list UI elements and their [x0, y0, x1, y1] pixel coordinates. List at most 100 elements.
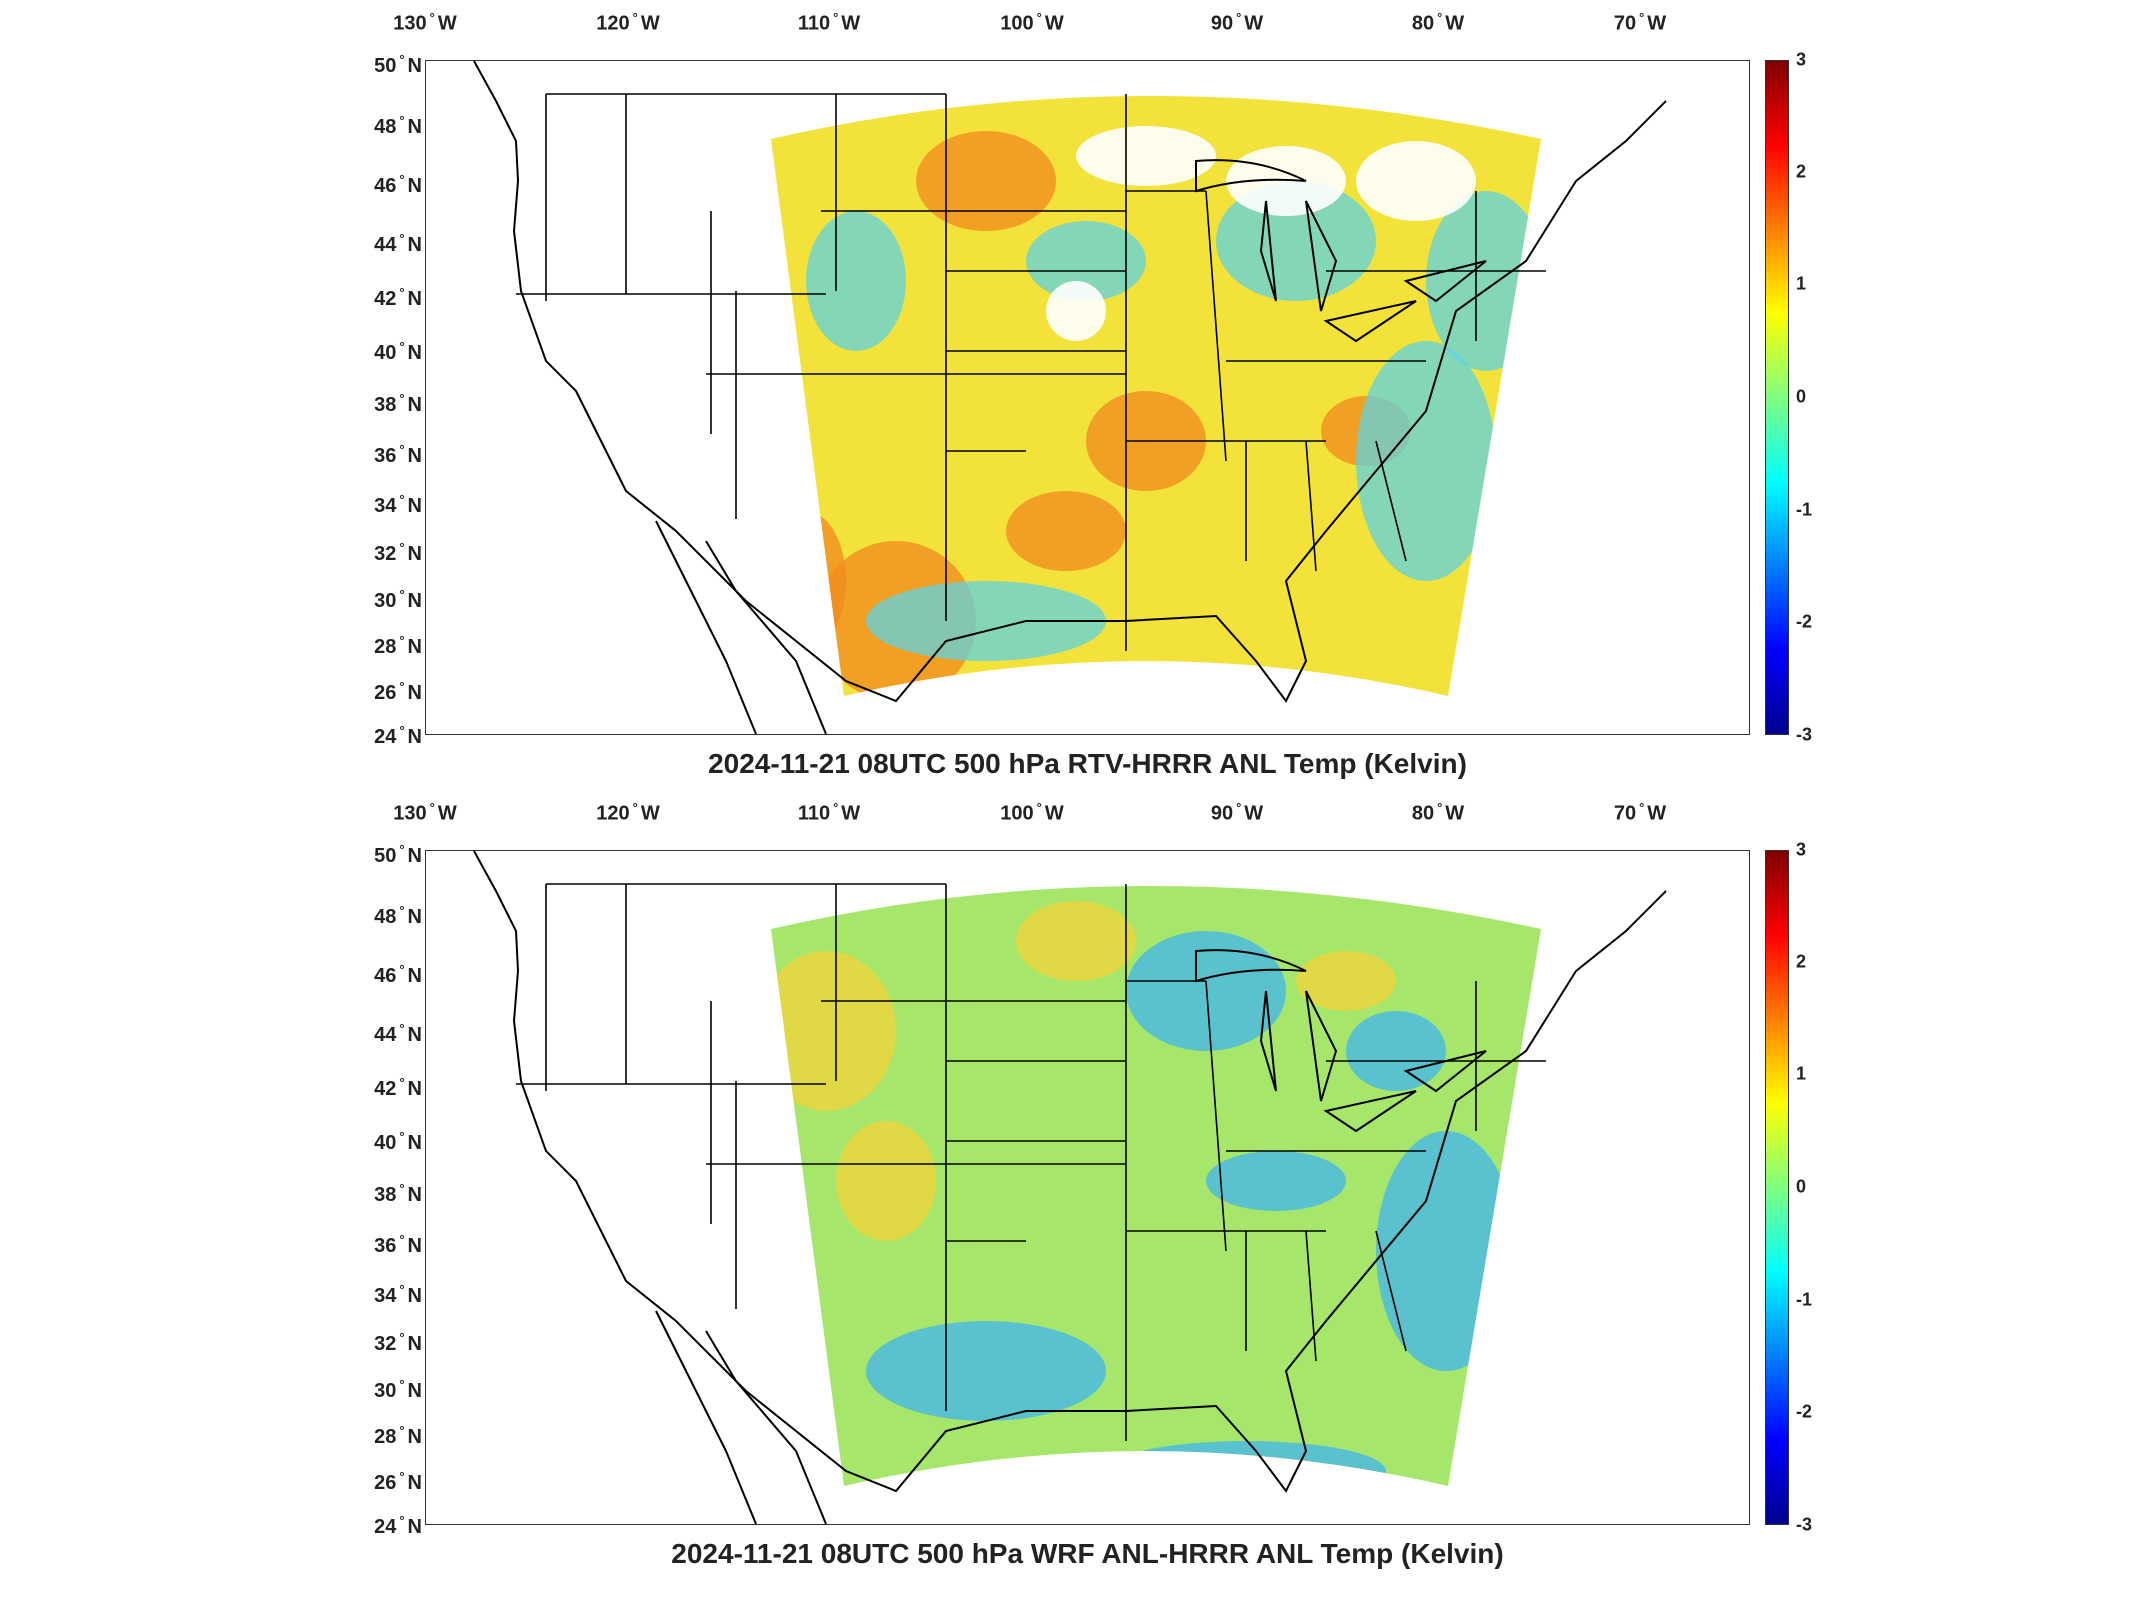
- map-plot-area: [425, 850, 1750, 1525]
- lake-outline: [1259, 200, 1277, 302]
- field-anomaly-patch: [1426, 191, 1541, 371]
- missing-data-patch: [1356, 141, 1476, 221]
- field-anomaly-patch: [1346, 1011, 1446, 1091]
- colorbar-tick-label: 1: [1796, 1063, 1807, 1084]
- longitude-label: 100 ° W: [1000, 10, 1064, 35]
- lake-outline: [1195, 949, 1307, 983]
- latitude-label: 36 ° N: [374, 1232, 422, 1257]
- lake-outline: [1195, 159, 1307, 193]
- colorbar-tick-label: -2: [1796, 611, 1813, 632]
- longitude-label: 130 ° W: [393, 10, 457, 35]
- state-border: [1305, 440, 1317, 572]
- coastline: [473, 851, 1667, 1493]
- state-borders: [516, 93, 1546, 651]
- colorbar: [1765, 850, 1789, 1525]
- baja-coastline: [655, 1310, 827, 1524]
- field-anomaly-patch: [1376, 1131, 1516, 1371]
- latitude-label: 40 ° N: [374, 1129, 422, 1154]
- latitude-label: 30 ° N: [374, 1377, 422, 1402]
- colorbar: [1765, 60, 1789, 735]
- latitude-label: 34 ° N: [374, 492, 422, 517]
- state-border: [1375, 1230, 1407, 1352]
- state-border: [1375, 440, 1407, 562]
- longitude-label: 80 ° W: [1411, 10, 1465, 35]
- colorbar-tick-label: -1: [1796, 1289, 1813, 1310]
- state-border: [1205, 190, 1227, 462]
- field-anomaly-patch: [1206, 1151, 1346, 1211]
- lake-outline: [1323, 1090, 1417, 1133]
- state-border: [1305, 1230, 1317, 1362]
- field-anomaly-patch: [916, 131, 1056, 231]
- longitude-label: 110 ° W: [797, 800, 861, 825]
- lake-outline: [1259, 990, 1277, 1092]
- map-plot-area: [425, 60, 1750, 735]
- longitude-label: 80 ° W: [1411, 800, 1465, 825]
- colorbar-tick-label: 0: [1796, 386, 1807, 407]
- field-anomaly-patch: [806, 211, 906, 351]
- latitude-label: 26 ° N: [374, 1469, 422, 1494]
- latitude-label: 38 ° N: [374, 1181, 422, 1206]
- latitude-label: 44 ° N: [374, 1021, 422, 1046]
- colorbar-tick-label: 3: [1796, 49, 1807, 70]
- longitude-label: 120 ° W: [596, 10, 660, 35]
- latitude-label: 36 ° N: [374, 442, 422, 467]
- field-anomaly-patch: [1356, 341, 1496, 581]
- latitude-label: 42 ° N: [374, 285, 422, 310]
- lake-outline: [1305, 200, 1338, 312]
- colorbar-tick-label: 0: [1796, 1176, 1807, 1197]
- latitude-label: 34 ° N: [374, 1282, 422, 1307]
- colorbar-tick-label: -3: [1796, 724, 1813, 745]
- latitude-label: 50 ° N: [374, 52, 422, 77]
- latitude-label: 28 ° N: [374, 633, 422, 658]
- colorbar-tick-label: 2: [1796, 161, 1807, 182]
- field-anomaly-patch: [836, 1121, 936, 1241]
- latitude-label: 26 ° N: [374, 679, 422, 704]
- longitude-label: 130 ° W: [393, 800, 457, 825]
- latitude-label: 32 ° N: [374, 540, 422, 565]
- panel-title: 2024-11-21 08UTC 500 hPa RTV-HRRR ANL Te…: [708, 748, 1467, 779]
- coastline: [473, 61, 1667, 703]
- longitude-label: 70 ° W: [1613, 800, 1667, 825]
- field-anomaly-patch: [771, 951, 896, 1111]
- longitude-label: 110 ° W: [797, 10, 861, 35]
- colorbar-tick-label: -1: [1796, 499, 1813, 520]
- longitude-label: 70 ° W: [1613, 10, 1667, 35]
- missing-data-areas: [1046, 126, 1476, 341]
- longitude-label: 120 ° W: [596, 800, 660, 825]
- latitude-label: 50 ° N: [374, 842, 422, 867]
- colorbar-tick-label: -3: [1796, 1514, 1813, 1535]
- latitude-label: 46 ° N: [374, 962, 422, 987]
- latitude-label: 24 ° N: [374, 1513, 422, 1538]
- field-anomaly-patch: [866, 1321, 1106, 1421]
- missing-data-patch: [1046, 281, 1106, 341]
- map-svg: [473, 851, 1667, 1524]
- colorbar-tick-label: 3: [1796, 839, 1807, 860]
- colorbar-tick-label: 1: [1796, 273, 1807, 294]
- field-anomaly-patch: [771, 511, 846, 651]
- colorbar-tick-label: -2: [1796, 1401, 1813, 1422]
- map-svg: [473, 61, 1667, 734]
- map-panel-top: 130 ° W 120 ° W 110 ° W 100 ° W 90 ° W 80 ° W 70 ° W 50 ° N 48 °…: [0, 0, 2133, 790]
- latitude-label: 48 ° N: [374, 903, 422, 928]
- latitude-label: 48 ° N: [374, 113, 422, 138]
- field-anomaly-patch: [866, 581, 1106, 661]
- field-anomaly-patch: [1296, 951, 1396, 1011]
- field-anomaly-patch: [1506, 1251, 1541, 1291]
- longitude-label: 90 ° W: [1210, 800, 1264, 825]
- field-anomaly-patch: [1006, 491, 1126, 571]
- great-lakes: [1195, 949, 1487, 1133]
- panel-title: 2024-11-21 08UTC 500 hPa WRF ANL-HRRR AN…: [671, 1538, 1504, 1569]
- longitude-label: 90 ° W: [1210, 10, 1264, 35]
- latitude-label: 38 ° N: [374, 391, 422, 416]
- latitude-label: 24 ° N: [374, 723, 422, 748]
- colorbar-tick-label: 2: [1796, 951, 1807, 972]
- baja-coastline: [655, 520, 827, 734]
- state-borders: [516, 883, 1546, 1441]
- field-anomaly-patch: [1026, 221, 1146, 301]
- latitude-label: 32 ° N: [374, 1330, 422, 1355]
- latitude-label: 46 ° N: [374, 172, 422, 197]
- latitude-label: 30 ° N: [374, 587, 422, 612]
- missing-data-patch: [1076, 126, 1216, 186]
- state-border: [1205, 980, 1227, 1252]
- longitude-label: 100 ° W: [1000, 800, 1064, 825]
